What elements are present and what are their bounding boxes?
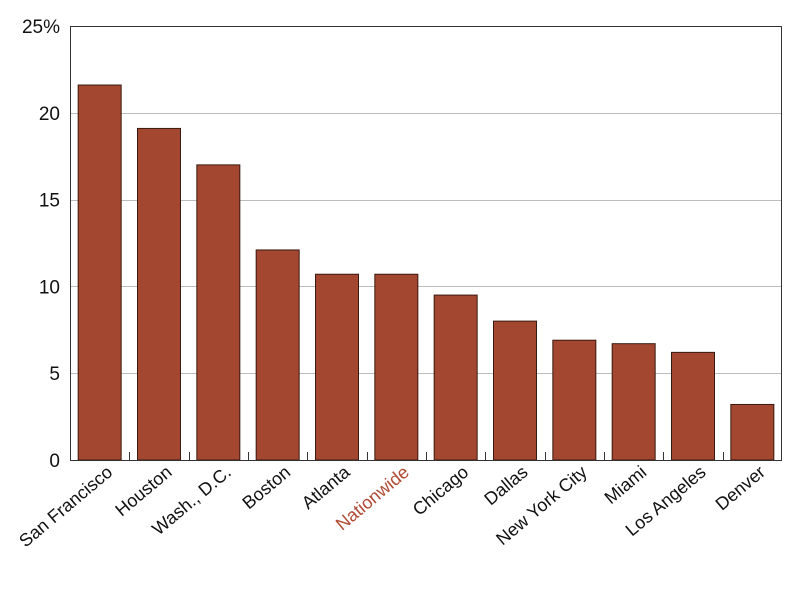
y-tick-label: 5 bbox=[49, 364, 60, 385]
bar-atlanta bbox=[315, 273, 359, 461]
x-tick-label-dallas: Dallas bbox=[480, 462, 531, 509]
x-tick-label-atlanta: Atlanta bbox=[298, 461, 355, 513]
y-tick-label: 0 bbox=[49, 451, 60, 472]
y-tick-label: 15 bbox=[39, 191, 60, 212]
bar-chicago bbox=[433, 294, 478, 461]
y-tick-label: 10 bbox=[39, 277, 60, 298]
bars bbox=[77, 84, 775, 461]
x-tick-label-chicago: Chicago bbox=[409, 462, 472, 520]
bar-boston bbox=[255, 249, 300, 461]
bar-denver bbox=[730, 403, 775, 461]
y-tick-label: 25% bbox=[22, 17, 60, 38]
x-ticks bbox=[129, 452, 724, 460]
x-tick-label-san-francisco: San Francisco bbox=[15, 462, 116, 551]
bar-wash-d-c bbox=[196, 164, 241, 461]
bar-houston bbox=[137, 127, 181, 461]
bar-los-angeles bbox=[671, 351, 715, 461]
y-tick-label: 20 bbox=[39, 104, 60, 125]
y-tick-labels: 0 5 10 15 20 25% bbox=[22, 17, 60, 472]
x-tick-label-miami: Miami bbox=[601, 462, 651, 508]
gridlines bbox=[70, 113, 782, 374]
plot-frame bbox=[70, 26, 782, 461]
bar-new-york-city bbox=[552, 339, 597, 461]
bar-miami bbox=[611, 343, 656, 461]
x-tick-label-boston: Boston bbox=[238, 462, 294, 513]
x-tick-label-denver: Denver bbox=[712, 462, 769, 515]
bar-nationwide bbox=[374, 273, 419, 461]
bar-dallas bbox=[493, 320, 537, 461]
bar-san-francisco bbox=[77, 84, 122, 461]
